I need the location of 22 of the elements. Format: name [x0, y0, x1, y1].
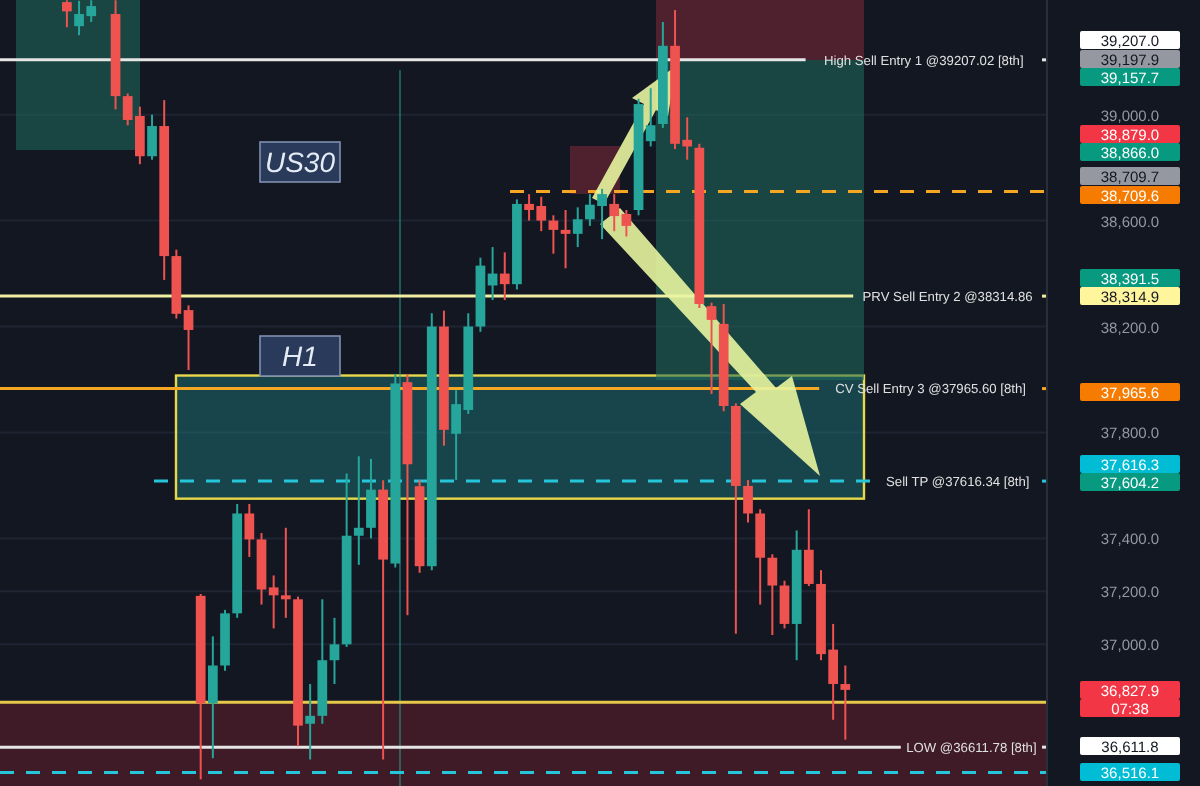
candlestick: [353, 455, 364, 566]
candlestick: [366, 457, 376, 540]
candlestick: [840, 664, 851, 741]
candlestick: [706, 301, 717, 396]
candlestick: [305, 683, 316, 761]
candlestick: [147, 113, 157, 161]
candlestick: [548, 214, 559, 255]
candlestick: [207, 635, 218, 760]
candlestick: [329, 616, 340, 686]
annotation: US30: [264, 146, 336, 178]
candlestick: [803, 508, 814, 588]
candlestick: [280, 526, 291, 619]
candlestick: [572, 206, 583, 249]
candlestick: [62, 0, 72, 29]
candlestick: [755, 508, 766, 606]
candlestick: [767, 553, 778, 637]
candlestick: [779, 579, 790, 630]
candlestick: [743, 479, 753, 524]
annotation: H1: [282, 340, 318, 372]
candlestick: [244, 502, 255, 558]
candlestick: [499, 251, 510, 302]
candlestick: [560, 209, 571, 270]
